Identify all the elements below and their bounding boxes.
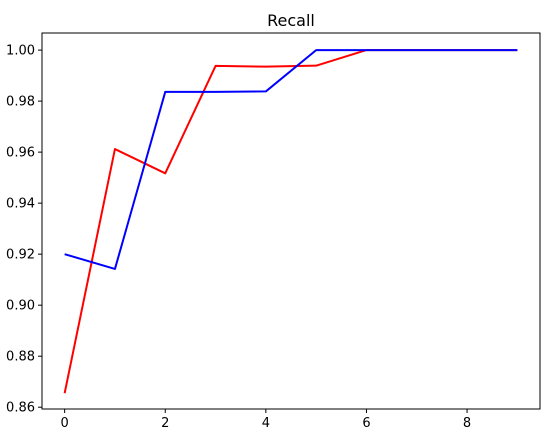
- axes: 0 2 4 6 8 0.86 0.88 0.90 0.92 0.94 0.96 0.98 1.00: [6, 32, 541, 431]
- y-tick-label: 0.96: [6, 146, 35, 161]
- x-tick-label: 0: [60, 416, 68, 431]
- x-tick-label: 8: [463, 416, 471, 431]
- x-tick-label: 6: [362, 416, 370, 431]
- x-tick-label: 2: [161, 416, 169, 431]
- series-line-2: [64, 49, 518, 270]
- y-tick-label: 0.88: [6, 350, 35, 365]
- plot-area: [63, 49, 518, 394]
- y-tick-label: 0.94: [6, 197, 35, 212]
- y-tick-label: 1.00: [6, 44, 35, 59]
- y-tick-label: 0.90: [6, 299, 35, 314]
- x-tick-label: 4: [262, 416, 270, 431]
- series-line-1: [63, 49, 518, 394]
- plot-frame: [41, 32, 541, 410]
- chart-title: Recall: [267, 11, 315, 30]
- y-tick-label: 0.92: [6, 248, 35, 263]
- y-tick-label: 0.86: [6, 401, 35, 416]
- y-tick-label: 0.98: [6, 95, 35, 110]
